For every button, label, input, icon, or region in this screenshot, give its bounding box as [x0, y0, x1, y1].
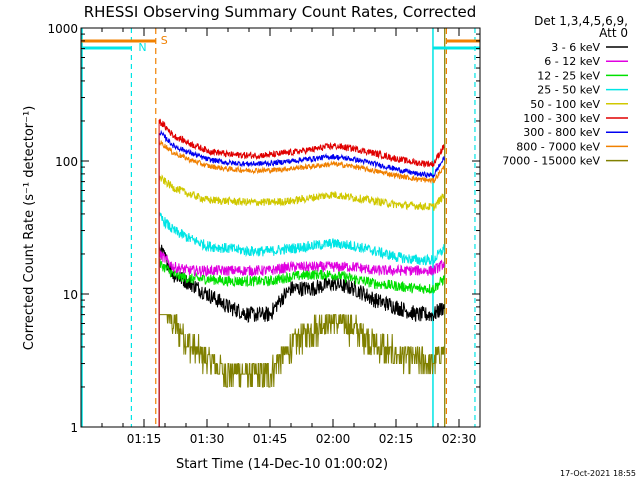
series-line — [158, 139, 445, 427]
footer-timestamp: 17-Oct-2021 18:55 — [560, 469, 636, 478]
legend-entry-label: 25 - 50 keV — [537, 84, 600, 97]
legend-entry-label: 50 - 100 keV — [530, 98, 600, 111]
y-axis-label: Corrected Count Rate (s⁻¹ detector⁻¹) — [22, 106, 37, 351]
x-tick-label: 02:00 — [316, 432, 351, 446]
series-line — [158, 314, 445, 427]
legend-entry-label: 12 - 25 keV — [537, 69, 600, 82]
series-line — [158, 129, 445, 427]
legend-entry-label: 6 - 12 keV — [544, 55, 600, 68]
night-marker-label: N — [138, 41, 146, 54]
legend-entry-label: 7000 - 15000 keV — [502, 155, 600, 168]
x-tick-label: 02:30 — [442, 432, 477, 446]
x-tick-label: 01:45 — [253, 432, 288, 446]
axis-layer: 01:15 01:30 01:45 02:00 02:15 02:30 1 10 100 1000 — [47, 22, 480, 446]
x-axis-label: Start Time (14-Dec-10 01:00:02) — [176, 457, 388, 472]
y-tick-label: 100 — [55, 155, 78, 169]
series-layer — [158, 118, 445, 427]
legend-header-line-2: Att 0 — [599, 26, 628, 40]
legend-entry-label: 100 - 300 keV — [523, 112, 600, 125]
series-line — [158, 241, 445, 427]
x-tick-label: 01:15 — [127, 432, 162, 446]
series-line — [158, 174, 445, 427]
saa-marker-label: S — [161, 34, 168, 47]
chart-title: RHESSI Observing Summary Count Rates, Co… — [84, 3, 477, 21]
y-tick-label: 1000 — [47, 22, 78, 36]
y-tick-label: 10 — [63, 288, 78, 302]
legend-header-line-1: Det 1,3,4,5,6,9, — [534, 14, 628, 28]
legend-entry-label: 3 - 6 keV — [551, 41, 600, 54]
legend-entry-label: 300 - 800 keV — [523, 126, 600, 139]
legend-entry-label: 800 - 7000 keV — [516, 140, 600, 153]
series-line — [158, 118, 445, 427]
series-line — [158, 212, 445, 427]
plot-frame — [80, 27, 481, 428]
x-tick-label: 02:15 — [379, 432, 414, 446]
series-line — [158, 258, 445, 427]
x-tick-label: 01:30 — [190, 432, 225, 446]
y-tick-label: 1 — [70, 421, 78, 435]
plot-decorations: NS — [81, 28, 480, 427]
series-line — [158, 250, 445, 427]
